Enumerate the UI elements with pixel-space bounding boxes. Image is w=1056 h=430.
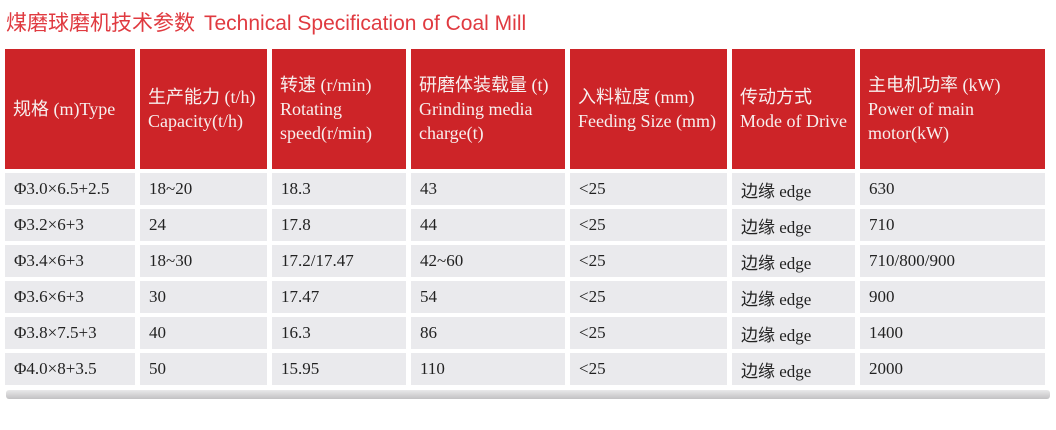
cell-capacity: 24 [140, 209, 267, 242]
cell-motor-power: 630 [860, 173, 1045, 206]
table-row: Φ3.4×6+3 18~30 17.2/17.47 42~60 <25 边缘 e… [5, 245, 1045, 278]
cell-rotating-speed: 16.3 [272, 317, 406, 350]
cell-media-charge: 110 [411, 353, 565, 386]
cell-feeding-size: <25 [570, 353, 727, 386]
cell-rotating-speed: 17.8 [272, 209, 406, 242]
cell-motor-power: 710 [860, 209, 1045, 242]
cell-feeding-size: <25 [570, 317, 727, 350]
cell-motor-power: 2000 [860, 353, 1045, 386]
panel-bottom-edge [6, 390, 1050, 400]
cell-feeding-size: <25 [570, 209, 727, 242]
cell-feeding-size: <25 [570, 281, 727, 314]
cell-capacity: 50 [140, 353, 267, 386]
cell-motor-power: 1400 [860, 317, 1045, 350]
table-row: Φ3.8×7.5+3 40 16.3 86 <25 边缘 edge 1400 [5, 317, 1045, 350]
cell-drive-mode: 边缘 edge [732, 173, 855, 206]
cell-rotating-speed: 17.47 [272, 281, 406, 314]
page-title-english: Technical Specification of Coal Mill [204, 12, 527, 35]
table-row: Φ3.6×6+3 30 17.47 54 <25 边缘 edge 900 [5, 281, 1045, 314]
table-row: Φ3.0×6.5+2.5 18~20 18.3 43 <25 边缘 edge 6… [5, 173, 1045, 206]
cell-drive-mode: 边缘 edge [732, 317, 855, 350]
page-title-chinese: 煤磨球磨机技术参数 [6, 12, 195, 35]
col-header-media-charge: 研磨体装载量 (t) Grinding media charge(t) [411, 49, 565, 170]
cell-type: Φ3.2×6+3 [5, 209, 135, 242]
cell-media-charge: 86 [411, 317, 565, 350]
cell-media-charge: 42~60 [411, 245, 565, 278]
cell-type: Φ3.6×6+3 [5, 281, 135, 314]
cell-media-charge: 44 [411, 209, 565, 242]
cell-drive-mode: 边缘 edge [732, 245, 855, 278]
col-header-type: 规格 (m)Type [5, 49, 135, 170]
cell-rotating-speed: 15.95 [272, 353, 406, 386]
cell-drive-mode: 边缘 edge [732, 353, 855, 386]
col-header-drive-mode: 传动方式 Mode of Drive [732, 49, 855, 170]
col-header-capacity: 生产能力 (t/h) Capacity(t/h) [140, 49, 267, 170]
cell-drive-mode: 边缘 edge [732, 281, 855, 314]
cell-drive-mode: 边缘 edge [732, 209, 855, 242]
col-header-feeding-size: 入料粒度 (mm) Feeding Size (mm) [570, 49, 727, 170]
cell-capacity: 30 [140, 281, 267, 314]
cell-media-charge: 43 [411, 173, 565, 206]
cell-type: Φ3.4×6+3 [5, 245, 135, 278]
cell-feeding-size: <25 [570, 245, 727, 278]
table-row: Φ4.0×8+3.5 50 15.95 110 <25 边缘 edge 2000 [5, 353, 1045, 386]
spec-table: 规格 (m)Type 生产能力 (t/h) Capacity(t/h) 转速 (… [0, 45, 1050, 389]
cell-media-charge: 54 [411, 281, 565, 314]
cell-motor-power: 900 [860, 281, 1045, 314]
cell-capacity: 18~30 [140, 245, 267, 278]
header-row: 规格 (m)Type 生产能力 (t/h) Capacity(t/h) 转速 (… [5, 49, 1045, 170]
col-header-motor-power: 主电机功率 (kW) Power of main motor(kW) [860, 49, 1045, 170]
col-header-rotating-speed: 转速 (r/min) Rotating speed(r/min) [272, 49, 406, 170]
cell-type: Φ3.0×6.5+2.5 [5, 173, 135, 206]
cell-rotating-speed: 18.3 [272, 173, 406, 206]
cell-rotating-speed: 17.2/17.47 [272, 245, 406, 278]
cell-capacity: 18~20 [140, 173, 267, 206]
page-title: 煤磨球磨机技术参数 Technical Specification of Coal… [6, 10, 1056, 37]
cell-motor-power: 710/800/900 [860, 245, 1045, 278]
cell-type: Φ4.0×8+3.5 [5, 353, 135, 386]
cell-feeding-size: <25 [570, 173, 727, 206]
table-row: Φ3.2×6+3 24 17.8 44 <25 边缘 edge 710 [5, 209, 1045, 242]
cell-type: Φ3.8×7.5+3 [5, 317, 135, 350]
cell-capacity: 40 [140, 317, 267, 350]
